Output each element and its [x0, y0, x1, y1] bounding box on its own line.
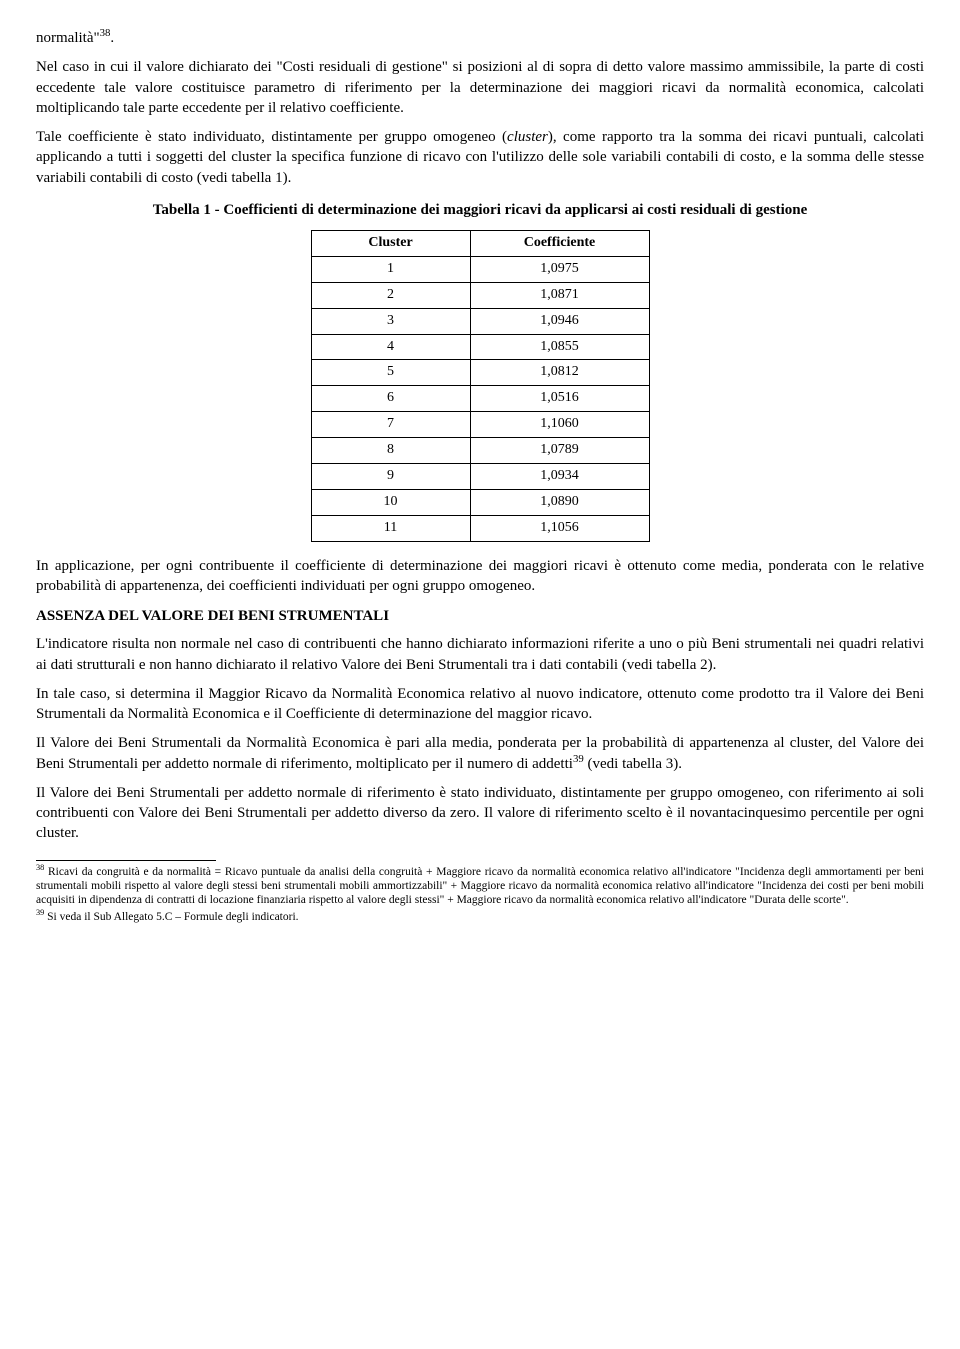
- p2-part-a: Tale coefficiente è stato individuato, d…: [36, 129, 507, 145]
- footnote-38: 38 Ricavi da congruità e da normalità = …: [36, 865, 924, 908]
- table-cell-coef: 1,0890: [470, 489, 649, 515]
- footnote-39: 39 Si veda il Sub Allegato 5.C – Formule…: [36, 910, 924, 924]
- table-cell-coef: 1,1060: [470, 412, 649, 438]
- table-cell-cluster: 9: [311, 464, 470, 490]
- paragraph-7: Il Valore dei Beni Strumentali per addet…: [36, 783, 924, 844]
- table-row: 11,0975: [311, 256, 649, 282]
- table1-title: Tabella 1 - Coefficienti di determinazio…: [36, 200, 924, 220]
- table-cell-coef: 1,0946: [470, 308, 649, 334]
- intro-text: normalità": [36, 30, 100, 46]
- table-cell-cluster: 1: [311, 256, 470, 282]
- table-row: 51,0812: [311, 360, 649, 386]
- table-row: 111,1056: [311, 515, 649, 541]
- table-cell-cluster: 5: [311, 360, 470, 386]
- p6-part-a: Il Valore dei Beni Strumentali da Normal…: [36, 735, 924, 771]
- table-cell-coef: 1,0871: [470, 282, 649, 308]
- footnote-ref-38: 38: [100, 27, 111, 39]
- table-cell-cluster: 2: [311, 282, 470, 308]
- intro-trail: .: [110, 30, 114, 46]
- table-cell-coef: 1,1056: [470, 515, 649, 541]
- table-row: 61,0516: [311, 386, 649, 412]
- footnote-separator: [36, 860, 216, 861]
- table-row: 81,0789: [311, 438, 649, 464]
- footnote-ref-39: 39: [573, 753, 584, 765]
- table-cell-cluster: 10: [311, 489, 470, 515]
- table-cell-coef: 1,0975: [470, 256, 649, 282]
- table-row: 91,0934: [311, 464, 649, 490]
- p6-part-b: (vedi tabella 3).: [584, 756, 682, 772]
- paragraph-6: Il Valore dei Beni Strumentali da Normal…: [36, 733, 924, 774]
- table-cell-cluster: 7: [311, 412, 470, 438]
- table-cell-cluster: 4: [311, 334, 470, 360]
- paragraph-5: In tale caso, si determina il Maggior Ri…: [36, 684, 924, 725]
- paragraph-2: Tale coefficiente è stato individuato, d…: [36, 127, 924, 188]
- table-row: 21,0871: [311, 282, 649, 308]
- table-row: 31,0946: [311, 308, 649, 334]
- heading-absence: ASSENZA DEL VALORE DEI BENI STRUMENTALI: [36, 606, 924, 626]
- table-cell-cluster: 11: [311, 515, 470, 541]
- table-cell-coef: 1,0855: [470, 334, 649, 360]
- table-cell-coef: 1,0789: [470, 438, 649, 464]
- footnote-39-text: Si veda il Sub Allegato 5.C – Formule de…: [44, 911, 298, 923]
- table1: Cluster Coefficiente 11,097521,087131,09…: [311, 230, 650, 542]
- p2-cluster-italic: cluster: [507, 129, 548, 145]
- paragraph-3: In applicazione, per ogni contribuente i…: [36, 556, 924, 597]
- paragraph-1: Nel caso in cui il valore dichiarato dei…: [36, 57, 924, 118]
- table1-header-row: Cluster Coefficiente: [311, 231, 649, 257]
- table-cell-cluster: 3: [311, 308, 470, 334]
- table1-header-coef: Coefficiente: [470, 231, 649, 257]
- table-cell-cluster: 6: [311, 386, 470, 412]
- paragraph-4: L'indicatore risulta non normale nel cas…: [36, 634, 924, 675]
- footnote-38-text: Ricavi da congruità e da normalità = Ric…: [36, 866, 924, 907]
- table-row: 71,1060: [311, 412, 649, 438]
- table1-header-cluster: Cluster: [311, 231, 470, 257]
- table-cell-coef: 1,0934: [470, 464, 649, 490]
- intro-fragment: normalità"38.: [36, 28, 924, 48]
- table-cell-coef: 1,0812: [470, 360, 649, 386]
- table-cell-cluster: 8: [311, 438, 470, 464]
- table-cell-coef: 1,0516: [470, 386, 649, 412]
- table-row: 101,0890: [311, 489, 649, 515]
- table-row: 41,0855: [311, 334, 649, 360]
